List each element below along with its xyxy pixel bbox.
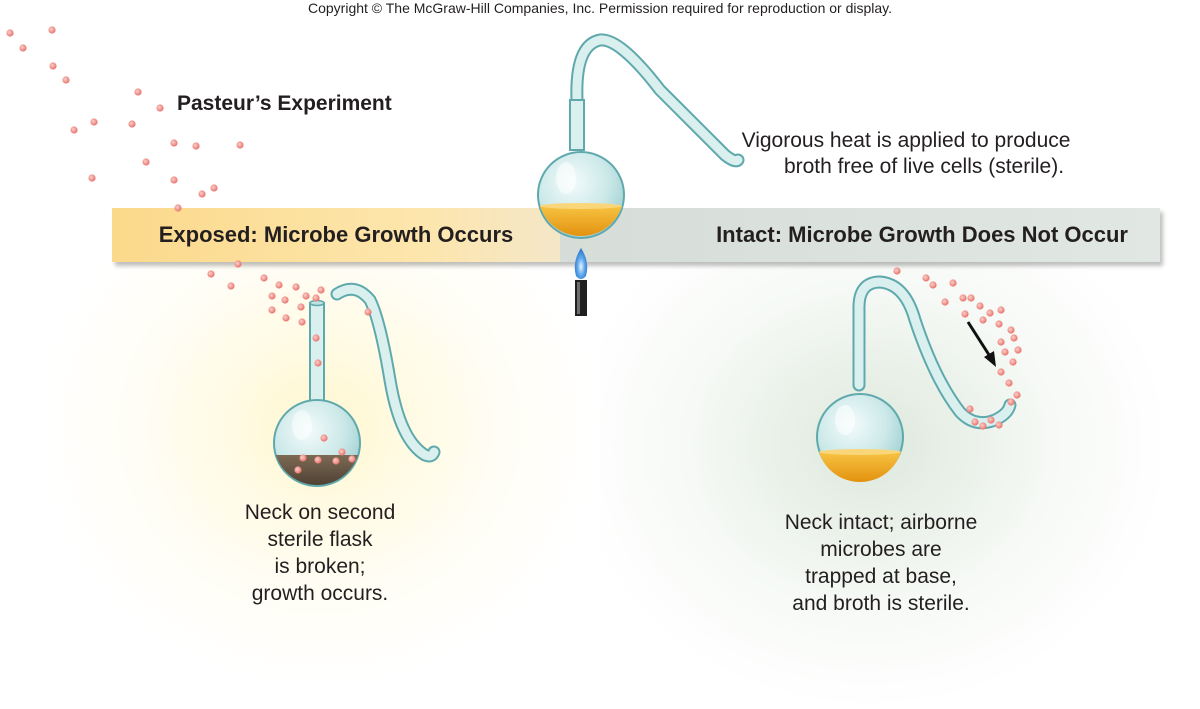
microbe-dot <box>19 44 27 52</box>
broken-caption-line-3: is broken; <box>274 555 365 578</box>
airborne-microbes <box>6 26 1022 474</box>
microbe-dot <box>364 308 372 316</box>
microbe-dot <box>966 405 974 413</box>
microbe-dot <box>995 421 1003 429</box>
microbe-dot <box>961 310 969 318</box>
microbe-dot <box>1007 326 1015 334</box>
microbe-dot <box>332 457 340 465</box>
microbe-dot <box>1009 358 1017 366</box>
microbe-dot <box>234 260 242 268</box>
broken-flask-caption: Neck on second sterile flask is broken; … <box>245 501 396 605</box>
microbe-dot <box>292 283 300 291</box>
microbe-dot <box>302 292 310 300</box>
microbe-dot <box>314 359 322 367</box>
microbe-dot <box>1005 379 1013 387</box>
microbe-dot <box>987 416 995 424</box>
microbe-dot <box>929 281 937 289</box>
microbe-dot <box>312 294 320 302</box>
broken-caption-line-1: Neck on second <box>245 501 396 524</box>
microbe-dot <box>995 320 1003 328</box>
microbe-dot <box>979 316 987 324</box>
intact-label: Intact: Microbe Growth Does Not Occur <box>560 208 1160 262</box>
microbe-dot <box>281 296 289 304</box>
microbe-dot <box>198 190 206 198</box>
microbe-dot <box>170 176 178 184</box>
microbe-dot <box>282 314 290 322</box>
microbe-dot <box>294 466 302 474</box>
microbe-dot <box>979 422 987 430</box>
microbe-dot <box>1007 398 1015 406</box>
microbe-dot <box>922 274 930 282</box>
microbe-dot <box>275 281 283 289</box>
heat-note-line-1: Vigorous heat is applied to produce <box>742 129 1071 152</box>
microbe-dot <box>268 306 276 314</box>
microbe-dot <box>1010 334 1018 342</box>
microbe-dot <box>959 294 967 302</box>
microbe-dot <box>893 267 901 275</box>
microbe-dot <box>70 126 78 134</box>
microbe-dot <box>88 174 96 182</box>
microbe-dot <box>986 309 994 317</box>
microbe-dot <box>192 142 200 150</box>
microbe-dot <box>260 274 268 282</box>
diagram-title: Pasteur’s Experiment <box>177 92 392 115</box>
microbe-dot <box>90 118 98 126</box>
microbe-dot <box>210 184 218 192</box>
arrow-icon <box>966 321 996 367</box>
microbe-dot <box>971 418 979 426</box>
microbe-dot <box>156 104 164 112</box>
microbe-dot <box>1013 391 1021 399</box>
microbe-dot <box>6 29 14 37</box>
intact-caption-line-1: Neck intact; airborne <box>785 511 978 534</box>
microbe-dot <box>62 76 70 84</box>
broken-caption-line-4: growth occurs. <box>252 582 389 605</box>
microbe-dot <box>298 318 306 326</box>
flame-icon <box>574 248 588 279</box>
microbe-dot <box>320 434 328 442</box>
swan-neck-flask <box>816 275 1017 483</box>
intact-caption-line-4: and broth is sterile. <box>792 592 969 615</box>
microbe-dot <box>170 139 178 147</box>
microbe-dot <box>949 279 957 287</box>
microbe-dot <box>314 456 322 464</box>
microbe-dot <box>134 88 142 96</box>
microbe-dot <box>227 282 235 290</box>
microbe-dot <box>1014 346 1022 354</box>
microbe-dot <box>997 368 1005 376</box>
microbe-dot <box>174 204 182 212</box>
microbe-dot <box>348 455 356 463</box>
microbe-dot <box>967 294 975 302</box>
microbe-dot <box>312 334 320 342</box>
microbe-dot <box>976 302 984 310</box>
microbe-dot <box>997 338 1005 346</box>
copyright-notice: Copyright © The McGraw-Hill Companies, I… <box>307 0 893 16</box>
heat-note-line-2: broth free of live cells (sterile). <box>784 155 1064 178</box>
microbe-dot <box>207 270 215 278</box>
broken-caption-line-2: sterile flask <box>267 528 373 551</box>
microbe-dot <box>299 454 307 462</box>
microbe-dot <box>997 306 1005 314</box>
exposed-label: Exposed: Microbe Growth Occurs <box>112 208 560 262</box>
bunsen-burner <box>574 248 588 316</box>
microbe-dot <box>49 62 57 70</box>
microbe-dot <box>236 141 244 149</box>
microbe-dot <box>268 292 276 300</box>
microbe-dot <box>297 303 305 311</box>
microbe-dot <box>338 448 346 456</box>
intact-caption-line-3: trapped at base, <box>805 565 957 588</box>
intact-background-glow <box>600 230 1200 709</box>
microbe-dot <box>128 120 136 128</box>
microbe-dot <box>1001 348 1009 356</box>
microbe-dot <box>317 286 325 294</box>
intact-caption-line-2: microbes are <box>820 538 941 561</box>
microbe-dot <box>142 158 150 166</box>
microbe-dot <box>48 26 56 34</box>
heated-flask <box>537 33 745 239</box>
broken-neck-flask <box>273 282 441 487</box>
microbe-dot <box>941 298 949 306</box>
outcome-banner: Exposed: Microbe Growth Occurs Intact: M… <box>112 208 1160 262</box>
intact-flask-caption: Neck intact; airborne microbes are trapp… <box>785 511 978 615</box>
